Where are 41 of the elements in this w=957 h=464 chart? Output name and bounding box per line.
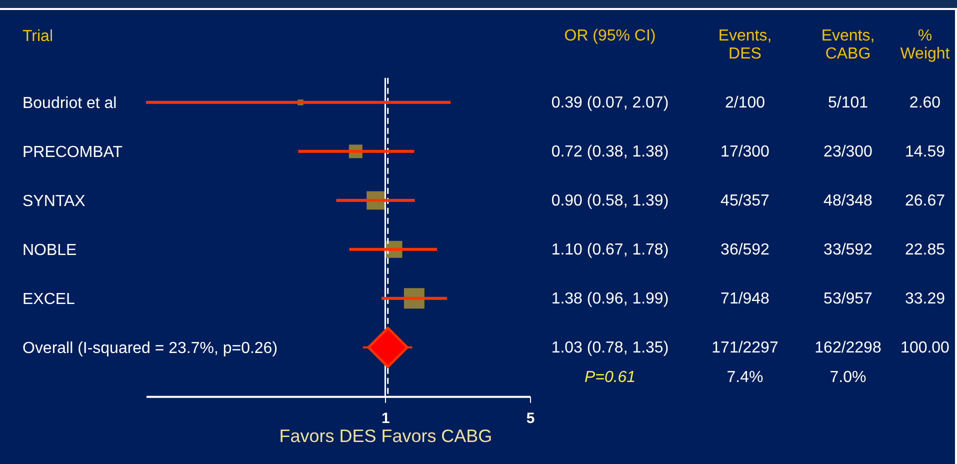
text: 48/348 (824, 192, 873, 210)
y-tick-label: SYNTAX (22, 192, 86, 210)
text: 17/300 (720, 143, 770, 160)
text: 33/592 (824, 241, 873, 258)
text: 162/2298 (814, 339, 882, 356)
text: 23/300 (824, 143, 873, 160)
x-axis-title: Favors DES Favors CABG (279, 426, 492, 446)
y-tick-label: Overall (I-squared = 23.7%, p=0.26) (22, 340, 278, 357)
text: 1.10 (0.67, 1.78) (551, 241, 669, 258)
text: 2.60 (909, 94, 941, 112)
y-tick-label: PRECOMBAT (22, 144, 123, 161)
text: 33.29 (904, 290, 946, 308)
y-tick-label: Boudriot et al (22, 94, 117, 112)
y-axis-title: Trial (22, 28, 54, 46)
text: 1.03 (0.78, 1.35) (551, 339, 669, 356)
text: 171/2297 (712, 339, 778, 356)
text: 0.90 (0.58, 1.39) (551, 192, 669, 210)
text: 53/957 (824, 290, 873, 308)
text: OR (95% CI) (564, 28, 656, 45)
text: 7.4% (726, 368, 764, 386)
text: 7.0% (830, 368, 866, 386)
text: Events, CABG (821, 28, 875, 63)
text: 5/101 (828, 94, 868, 112)
text: 1.38 (0.96, 1.99) (551, 290, 669, 308)
text: 14.59 (904, 143, 946, 160)
text: 71/948 (720, 290, 770, 308)
text: 45/357 (720, 192, 770, 210)
text: 0.39 (0.07, 2.07) (551, 94, 669, 112)
text: % Weight (900, 28, 950, 63)
text: 2/100 (724, 94, 766, 112)
text: 0.72 (0.38, 1.38) (551, 143, 669, 160)
y-tick-label: EXCEL (22, 290, 76, 308)
text: 26.67 (904, 192, 946, 210)
x-tick-label: 1 (382, 410, 390, 427)
text: 22.85 (904, 241, 946, 258)
text: Events, DES (718, 28, 772, 63)
text: 100.00 (900, 339, 950, 356)
text: 36/592 (720, 241, 770, 258)
x-tick-label: 5 (526, 410, 535, 427)
text: P=0.61 (584, 368, 636, 386)
y-tick-label: NOBLE (22, 242, 77, 259)
